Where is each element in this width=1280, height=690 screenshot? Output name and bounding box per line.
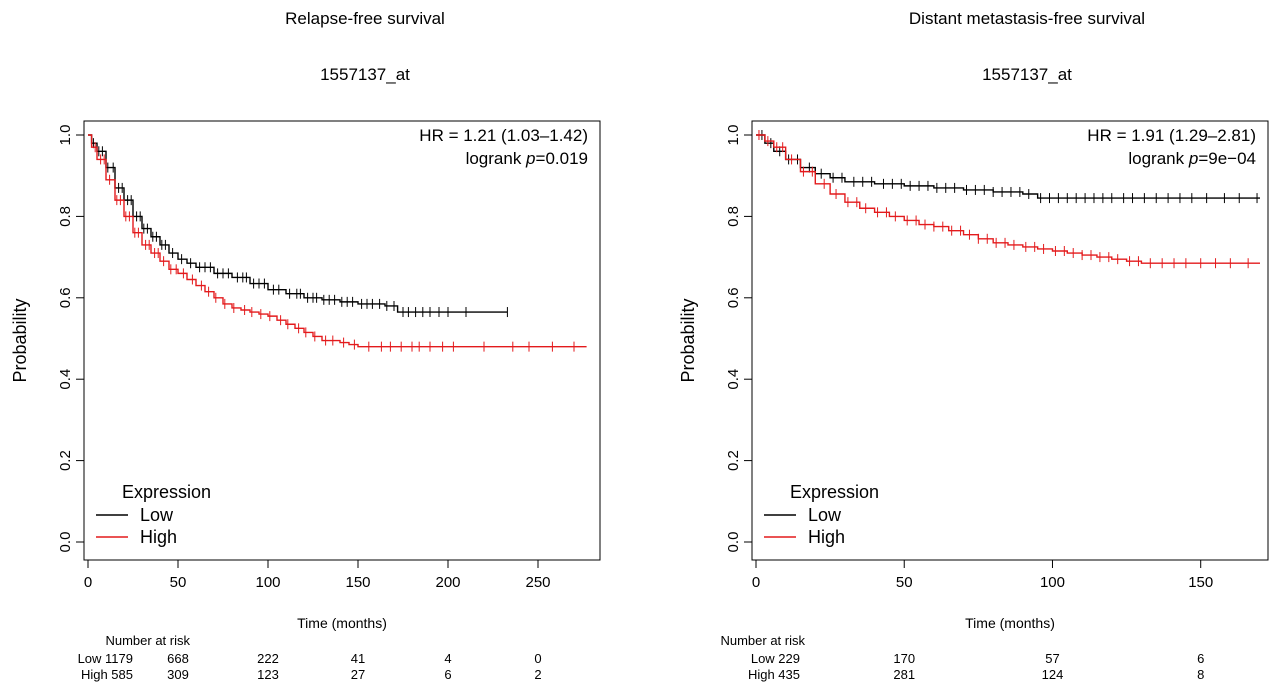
- risk-table: Number at risk Low 229 170 57 6 High 435 281 12…: [720, 633, 1204, 682]
- risk-count: 309: [167, 667, 189, 682]
- risk-row-label: High 435: [748, 667, 800, 682]
- risk-count: 668: [167, 651, 189, 666]
- chart-subtitle: 1557137_at: [320, 65, 410, 84]
- hazard-ratio-text: HR = 1.21 (1.03–1.42): [419, 126, 588, 145]
- x-tick-label: 0: [84, 574, 92, 591]
- series-line-high: [756, 134, 1260, 264]
- y-tick-label: 0.8: [57, 206, 74, 227]
- chart-panel-1: Relapse-free survival 1557137_at 0 50 100 150…: [10, 9, 601, 682]
- y-tick-label: 1.0: [57, 125, 74, 146]
- logrank-p-symbol: p: [1188, 149, 1198, 168]
- x-axis-label: Time (months): [965, 615, 1055, 631]
- risk-count: 124: [1042, 667, 1064, 682]
- x-tick-label: 150: [345, 574, 370, 591]
- y-tick-label: 0.4: [725, 369, 742, 390]
- risk-count: 4: [444, 651, 451, 666]
- x-tick-label: 250: [525, 574, 550, 591]
- risk-row-label: Low 1179: [78, 651, 133, 666]
- risk-count: 222: [257, 651, 279, 666]
- plot-frame: [751, 120, 1269, 561]
- legend-label-high: High: [808, 527, 845, 547]
- hazard-ratio-text: HR = 1.91 (1.29–2.81): [1087, 126, 1256, 145]
- risk-count: 8: [1197, 667, 1204, 682]
- legend-title: Expression: [122, 482, 211, 502]
- chart-panel-2: Distant metastasis-free survival 1557137_…: [678, 9, 1269, 682]
- y-tick-label: 0.2: [57, 450, 74, 471]
- series-line-low: [88, 134, 508, 313]
- risk-count: 41: [351, 651, 365, 666]
- y-axis-label: Probability: [678, 298, 698, 382]
- y-axis-label: Probability: [10, 298, 30, 382]
- y-tick-label: 0.2: [725, 450, 742, 471]
- legend-label-high: High: [140, 527, 177, 547]
- y-tick-label: 1.0: [725, 125, 742, 146]
- risk-count: 2: [534, 667, 541, 682]
- logrank-text: logrank p=9e−04: [1128, 149, 1256, 168]
- x-tick-label: 100: [255, 574, 280, 591]
- x-tick-label: 50: [170, 574, 187, 591]
- y-tick-label: 0.6: [725, 287, 742, 308]
- plot-frame: [83, 120, 601, 561]
- risk-count: 6: [1197, 651, 1204, 666]
- x-tick-label: 200: [435, 574, 460, 591]
- legend-label-low: Low: [140, 505, 174, 525]
- risk-count: 27: [351, 667, 365, 682]
- chart-title: Distant metastasis-free survival: [909, 9, 1145, 28]
- x-tick-label: 100: [1040, 574, 1065, 591]
- risk-table-header: Number at risk: [105, 633, 190, 648]
- risk-row-label: Low 229: [751, 651, 800, 666]
- logrank-p-symbol: p: [525, 149, 535, 168]
- y-tick-label: 0.4: [57, 369, 74, 390]
- x-tick-label: 150: [1188, 574, 1213, 591]
- x-axis-label: Time (months): [297, 615, 387, 631]
- logrank-value: =9e−04: [1198, 149, 1256, 168]
- chart-title: Relapse-free survival: [285, 9, 445, 28]
- risk-table-header: Number at risk: [720, 633, 805, 648]
- risk-count: 281: [893, 667, 915, 682]
- risk-count: 123: [257, 667, 279, 682]
- risk-count: 0: [534, 651, 541, 666]
- x-tick-label: 0: [752, 574, 760, 591]
- risk-table: Number at risk Low 1179 668 222 41 4 0 High 585…: [78, 633, 542, 682]
- legend-title: Expression: [790, 482, 879, 502]
- logrank-text: logrank p=0.019: [466, 149, 588, 168]
- logrank-prefix: logrank: [1128, 149, 1188, 168]
- legend-label-low: Low: [808, 505, 842, 525]
- risk-count: 6: [444, 667, 451, 682]
- y-tick-label: 0.0: [57, 532, 74, 553]
- x-tick-label: 50: [896, 574, 913, 591]
- risk-count: 170: [893, 651, 915, 666]
- risk-row-label: High 585: [81, 667, 133, 682]
- y-tick-label: 0.8: [725, 206, 742, 227]
- logrank-prefix: logrank: [466, 149, 526, 168]
- chart-subtitle: 1557137_at: [982, 65, 1072, 84]
- risk-count: 57: [1045, 651, 1059, 666]
- logrank-value: =0.019: [536, 149, 588, 168]
- y-tick-label: 0.6: [57, 287, 74, 308]
- y-tick-label: 0.0: [725, 532, 742, 553]
